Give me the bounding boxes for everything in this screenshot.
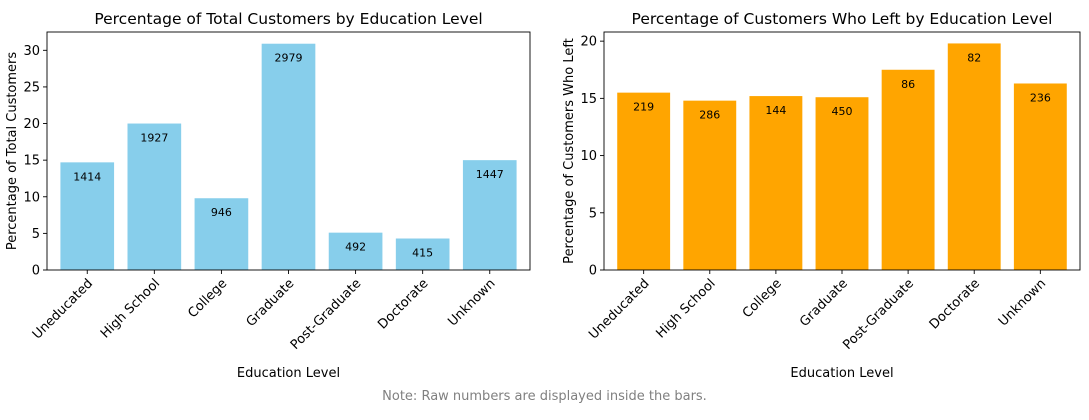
bar-value-label: 286: [699, 109, 720, 122]
y-tick-label: 15: [23, 154, 40, 169]
x-axis-label: Education Level: [790, 366, 893, 381]
bar-doctorate: [947, 43, 1001, 270]
bar-value-label: 1927: [140, 132, 168, 145]
y-tick-label: 5: [32, 227, 40, 242]
y-tick-label: 30: [23, 44, 40, 59]
bar-doctorate: [395, 238, 450, 270]
bar-uneducated: [617, 92, 671, 271]
chart-title: Percentage of Total Customers by Educati…: [94, 10, 482, 28]
bar-value-label: 219: [633, 101, 654, 114]
y-axis-label: Percentage of Total Customers: [5, 52, 20, 251]
bar-college: [194, 198, 249, 270]
bar-value-label: 1447: [476, 168, 504, 181]
bar-graduate: [815, 97, 869, 270]
bar-post-graduate: [328, 232, 383, 270]
x-tick-label: Post-Graduate: [840, 276, 917, 353]
y-tick-label: 0: [32, 264, 40, 279]
bar-value-label: 492: [345, 241, 366, 254]
y-tick-label: 10: [580, 149, 597, 164]
bar-value-label: 236: [1030, 91, 1051, 104]
x-tick-label: High School: [653, 276, 718, 341]
x-tick-label: Doctorate: [927, 276, 983, 332]
y-tick-label: 15: [580, 92, 597, 107]
x-tick-label: High School: [98, 276, 163, 341]
x-tick-label: Unknown: [996, 276, 1049, 329]
bar-value-label: 946: [211, 206, 232, 219]
bar-value-label: 82: [967, 51, 981, 64]
x-tick-label: College: [740, 276, 785, 321]
bar-value-label: 144: [765, 104, 786, 117]
bar-value-label: 86: [901, 78, 915, 91]
bar-high-school: [683, 100, 737, 271]
bar-uneducated: [60, 162, 115, 270]
bar-value-label: 2979: [275, 52, 303, 65]
x-tick-label: Post-Graduate: [288, 276, 365, 353]
y-tick-label: 25: [23, 80, 40, 95]
chart-title: Percentage of Customers Who Left by Educ…: [632, 10, 1053, 28]
bar-unknown: [1013, 83, 1067, 270]
bar-unknown: [462, 160, 517, 270]
bar-high-school: [127, 123, 182, 271]
bar-value-label: 415: [412, 247, 433, 260]
y-tick-label: 0: [589, 264, 597, 279]
bar-graduate: [261, 43, 316, 271]
y-tick-label: 10: [23, 190, 40, 205]
chart-1: 1414 1927 946 2979 492 415 1447 0 5 10 15 20 25 30 Une…: [5, 10, 531, 381]
y-tick-label: 5: [589, 206, 597, 221]
bar-post-graduate: [881, 69, 935, 270]
y-tick-label: 20: [23, 117, 40, 132]
x-tick-label: Doctorate: [375, 276, 431, 332]
x-tick-label: Uneducated: [586, 276, 652, 342]
x-tick-label: Uneducated: [30, 276, 96, 342]
x-axis-label: Education Level: [237, 366, 340, 381]
x-tick-label: Graduate: [244, 276, 298, 330]
y-axis-label: Percentage of Customers Who Left: [562, 38, 577, 264]
footnote: Note: Raw numbers are displayed inside t…: [382, 389, 707, 404]
bar-college: [749, 96, 803, 270]
x-tick-label: Graduate: [797, 276, 851, 330]
chart-2: 219 286 144 450 86 82 236 0 5 10 15 20 Uneducated Hig…: [562, 10, 1081, 381]
y-tick-label: 20: [580, 35, 597, 50]
x-tick-label: College: [185, 276, 230, 321]
x-tick-label: Unknown: [445, 276, 498, 329]
bar-value-label: 450: [832, 105, 853, 118]
bar-value-label: 1414: [73, 170, 101, 183]
